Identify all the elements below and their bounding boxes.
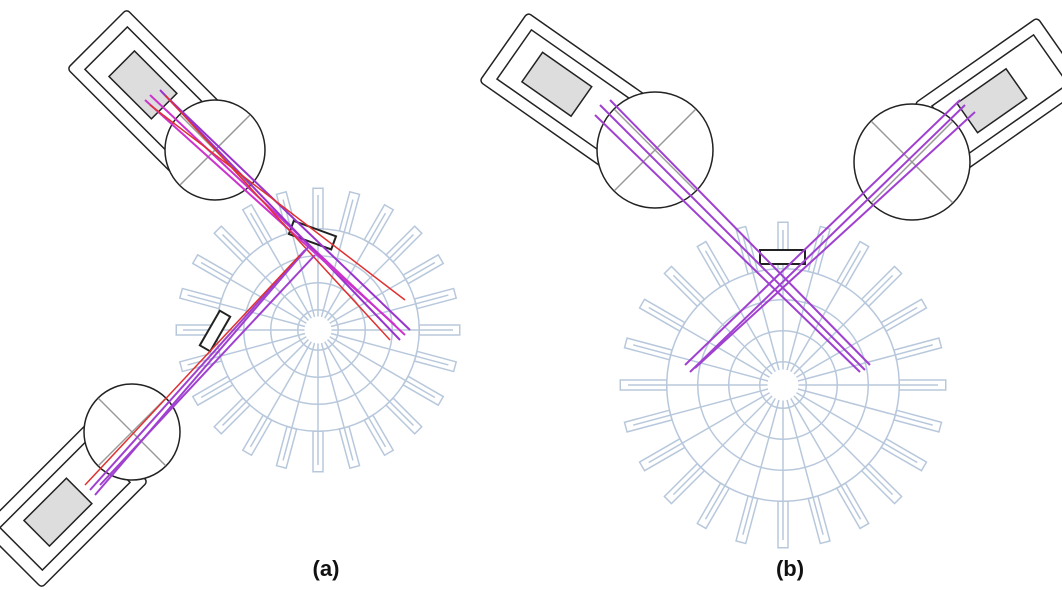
figure: (a) (b) bbox=[0, 0, 1062, 590]
spoke bbox=[791, 398, 861, 519]
sphere bbox=[597, 92, 713, 208]
sphere bbox=[854, 104, 970, 220]
beam bbox=[85, 255, 300, 485]
diagram-art bbox=[0, 9, 1062, 587]
spoke bbox=[201, 337, 306, 398]
spoke bbox=[706, 398, 776, 519]
spoke bbox=[796, 308, 917, 378]
spoke bbox=[330, 337, 435, 398]
spoke bbox=[791, 251, 861, 372]
spoke bbox=[649, 393, 770, 463]
beam bbox=[90, 250, 305, 490]
beam bbox=[610, 100, 870, 365]
panel-label: (b) bbox=[776, 556, 804, 581]
spoke bbox=[251, 342, 312, 447]
beam bbox=[150, 105, 405, 300]
spoke bbox=[325, 342, 386, 447]
panel-label: (a) bbox=[313, 556, 340, 581]
spoke bbox=[796, 393, 917, 463]
